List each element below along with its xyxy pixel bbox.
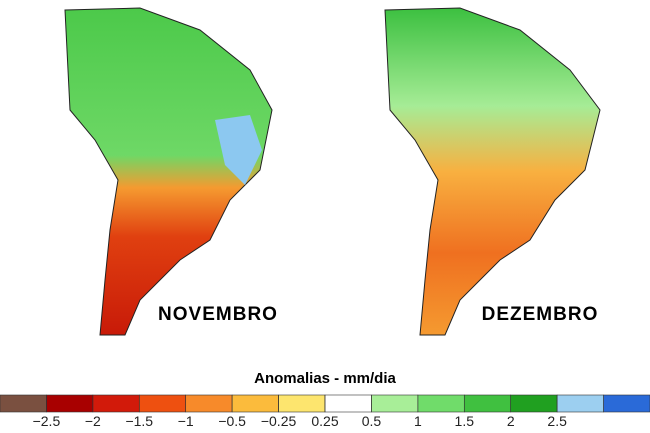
colorbar-title: Anomalias - mm/dia [254, 370, 396, 387]
colorbar-tick-label: 0.25 [311, 413, 338, 429]
colorbar-box [463, 394, 512, 413]
colorbar-box [510, 394, 558, 413]
colorbar-box [0, 394, 47, 413]
colorbar-tick-label: 1.5 [455, 413, 475, 429]
colorbar-box [138, 394, 187, 413]
colorbar-tick-label: −2.5 [33, 413, 61, 429]
colorbar-box [417, 394, 465, 413]
colorbar-tick-label: −2 [85, 413, 101, 429]
colorbar-tick-label: 2.5 [547, 413, 567, 429]
colorbar-box [278, 394, 326, 413]
colorbar: −2.5 −2 −1.5 −1 −0.5 −0.25 0.25 0.5 1 1.5 2 2.5 [0, 394, 650, 429]
colorbar-tick-label: 0.5 [362, 413, 382, 429]
colorbar-box [556, 394, 604, 413]
map-label: NOVEMBRO [158, 304, 278, 325]
map-label: DEZEMBRO [482, 304, 599, 325]
colorbar-tick-label: −0.25 [261, 413, 297, 429]
colorbar-tick-label: 1 [414, 413, 422, 429]
colorbar-box [324, 394, 372, 413]
colorbar-box [603, 394, 650, 413]
map-december: DEZEMBRO [384, 7, 601, 336]
colorbar-tick-label: −1 [178, 413, 194, 429]
colorbar-box [46, 394, 94, 413]
colorbar-tick-label: 2 [507, 413, 515, 429]
colorbar-tick-label: −1.5 [125, 413, 153, 429]
colorbar-box [185, 394, 233, 413]
colorbar-tick-label: −0.5 [218, 413, 246, 429]
map-november: NOVEMBRO [64, 7, 278, 336]
colorbar-box [371, 394, 419, 413]
colorbar-box [92, 394, 140, 413]
colorbar-box [231, 394, 279, 413]
